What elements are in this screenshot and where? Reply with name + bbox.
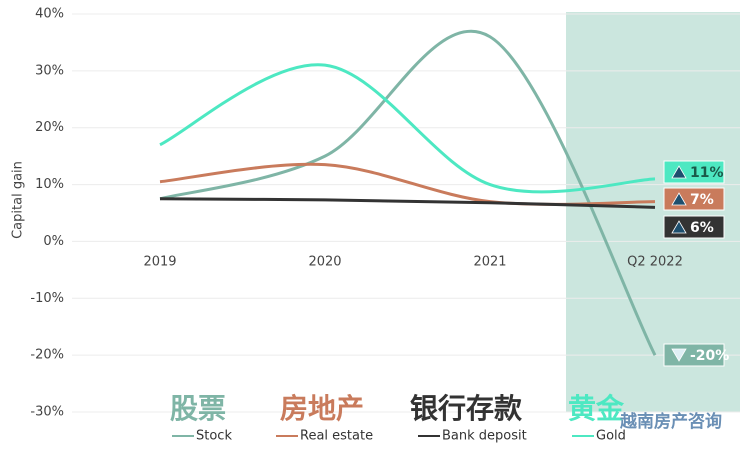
- legend-label: Stock: [196, 429, 232, 444]
- trend-arrow: [671, 165, 687, 179]
- x-tick-label: 2020: [308, 255, 341, 270]
- line-series: [159, 63, 656, 194]
- legend-zh: 黄金: [568, 392, 625, 425]
- value-label-box: -20%: [663, 343, 729, 367]
- y-tick-label: 20%: [35, 120, 64, 135]
- y-tick-label: -30%: [30, 405, 64, 420]
- value-label: 11%: [690, 165, 724, 181]
- value-label-box: 6%: [663, 215, 725, 239]
- y-tick-label: -10%: [30, 291, 64, 306]
- value-label: 6%: [690, 220, 714, 236]
- y-tick-label: 40%: [35, 7, 64, 22]
- line-series: [159, 197, 656, 209]
- x-tick-label: 2019: [143, 255, 176, 270]
- legend-zh: 银行存款: [410, 392, 523, 425]
- value-label: -20%: [690, 348, 729, 364]
- trend-arrow: [671, 192, 687, 206]
- x-tick-label: 2021: [473, 255, 506, 270]
- y-tick-label: -20%: [30, 348, 64, 363]
- y-axis-title: Capital gain: [11, 161, 26, 239]
- y-tick-label: 0%: [43, 234, 64, 249]
- trend-arrow: [671, 348, 687, 362]
- value-label-box: 11%: [663, 160, 725, 184]
- legend-zh: 股票: [170, 392, 226, 425]
- line-series: [159, 29, 657, 356]
- y-tick-label: 10%: [35, 177, 64, 192]
- legend-label: Bank deposit: [442, 429, 527, 444]
- y-tick-label: 30%: [35, 63, 64, 78]
- legend-label: Real estate: [300, 429, 373, 444]
- watermark: 越南房产咨询: [619, 411, 722, 432]
- legend-zh: 房地产: [280, 392, 364, 425]
- value-label: 7%: [690, 192, 714, 208]
- x-tick-label: Q2 2022: [627, 255, 683, 270]
- legend-label: Gold: [596, 429, 626, 444]
- value-label-box: 7%: [663, 187, 725, 211]
- trend-arrow: [671, 220, 687, 234]
